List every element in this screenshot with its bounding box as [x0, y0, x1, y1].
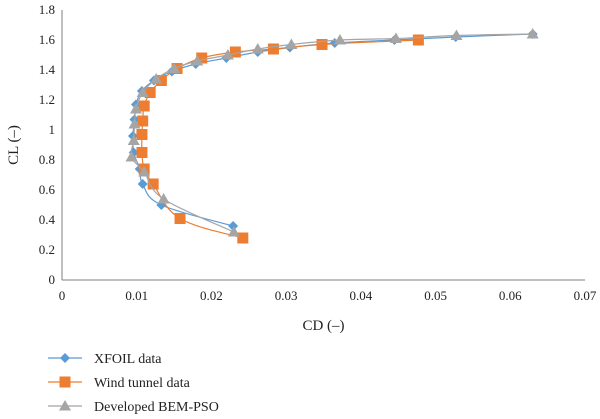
data-point-triangle: [127, 134, 140, 145]
data-point-square: [144, 87, 156, 98]
data-point-triangle: [285, 38, 298, 49]
legend-label: Developed BEM-PSO: [94, 400, 219, 415]
data-point-square: [155, 75, 167, 86]
y-tick-labels: 0 0.2 0.4 0.6 0.8 1 1.2 1.4 1.6 1.8: [39, 2, 56, 287]
legend: XFOIL data Wind tunnel data Developed BEM-…: [48, 352, 219, 415]
data-point-triangle: [389, 32, 402, 43]
data-point-square: [316, 39, 328, 50]
legend-label: XFOIL data: [94, 352, 162, 367]
data-point-square: [229, 46, 241, 58]
x-tick-label: 0.04: [349, 288, 372, 303]
data-point-square: [147, 178, 159, 190]
y-tick-label: 0.8: [39, 152, 55, 167]
data-point-square: [174, 213, 186, 224]
y-tick-label: 1.8: [39, 2, 55, 17]
y-tick-label: 0.6: [39, 182, 56, 197]
series-triangle: [125, 28, 539, 237]
x-tick-label: 0: [59, 288, 66, 303]
x-tick-label: 0.07: [574, 288, 597, 303]
series-diamond: [127, 29, 538, 231]
data-point-square: [412, 34, 424, 46]
data-point-triangle: [251, 43, 264, 54]
data-point-triangle: [129, 103, 142, 114]
y-tick-label: 1.4: [39, 62, 56, 77]
y-axis-title: CL (–): [6, 125, 22, 165]
data-point-square: [136, 129, 148, 140]
legend-marker-triangle: [59, 400, 71, 411]
data-point-square: [196, 52, 208, 64]
data-point-square: [138, 100, 150, 112]
data-point-triangle: [526, 28, 539, 39]
plot-area: [125, 28, 539, 244]
data-point-triangle: [157, 193, 170, 204]
legend-item: Developed BEM-PSO: [48, 400, 219, 415]
legend-label: Wind tunnel data: [94, 376, 191, 391]
data-point-triangle: [150, 73, 163, 84]
legend-item: Wind tunnel data: [48, 376, 191, 391]
y-tick-label: 1.6: [39, 32, 56, 47]
data-point-triangle: [221, 49, 234, 60]
x-tick-label: 0.05: [424, 288, 447, 303]
data-point-triangle: [333, 34, 346, 45]
data-point-triangle: [128, 118, 141, 129]
axes: [61, 10, 585, 281]
data-point-diamond: [228, 221, 239, 231]
y-tick-label: 1.2: [39, 92, 55, 107]
y-tick-label: 1: [49, 122, 56, 137]
data-point-square: [136, 147, 148, 158]
data-point-triangle: [227, 226, 240, 237]
data-point-triangle: [191, 55, 204, 66]
data-point-square: [267, 43, 279, 55]
data-point-triangle: [450, 29, 463, 40]
legend-item: XFOIL data: [48, 352, 162, 367]
data-point-square: [237, 232, 249, 244]
legend-marker-diamond: [60, 353, 70, 363]
x-tick-label: 0.06: [499, 288, 522, 303]
x-tick-label: 0.03: [275, 288, 298, 303]
x-tick-label: 0.01: [125, 288, 148, 303]
legend-marker-square: [59, 376, 71, 388]
data-point-triangle: [136, 86, 149, 97]
x-axis-title: CD (–): [302, 318, 344, 334]
data-point-triangle: [138, 166, 151, 177]
x-tick-label: 0.02: [200, 288, 223, 303]
data-point-triangle: [125, 151, 138, 162]
y-tick-label: 0: [49, 272, 56, 287]
y-tick-label: 0.2: [39, 242, 55, 257]
y-tick-label: 0.4: [39, 212, 56, 227]
data-point-square: [137, 115, 149, 127]
data-point-diamond: [137, 179, 148, 189]
data-point-triangle: [168, 62, 181, 73]
x-tick-labels: 0 0.01 0.02 0.03 0.04 0.05 0.06 0.07: [59, 288, 597, 303]
series-line: [141, 39, 419, 239]
